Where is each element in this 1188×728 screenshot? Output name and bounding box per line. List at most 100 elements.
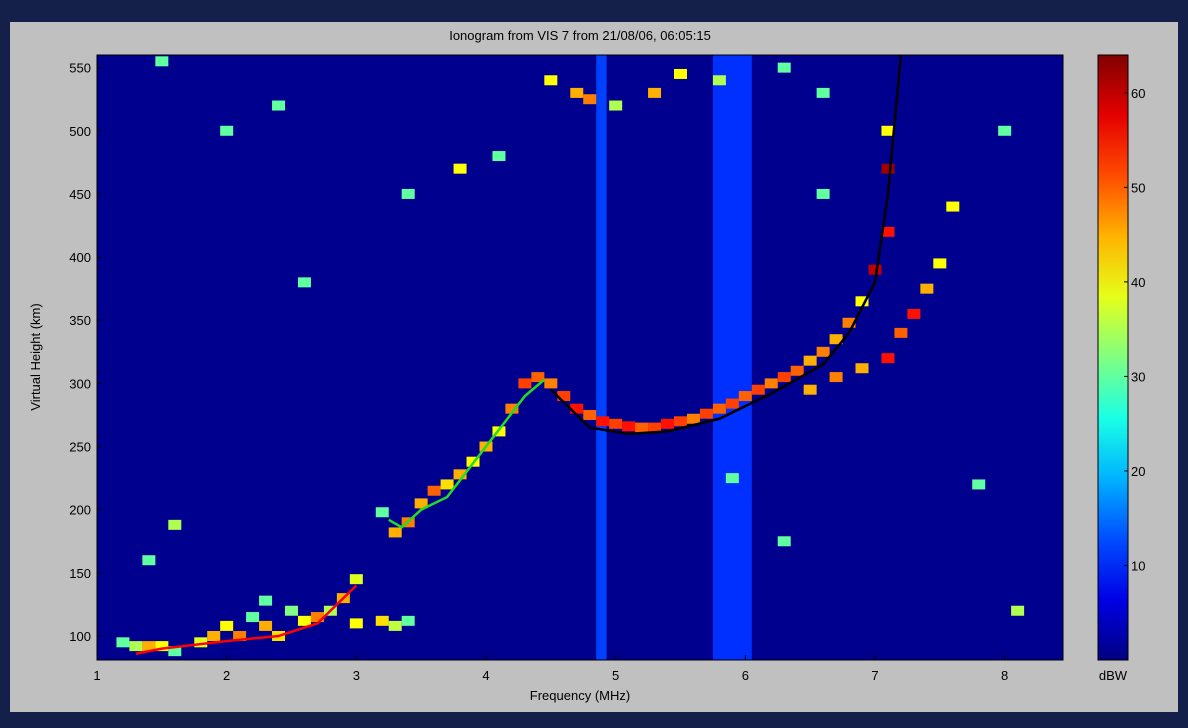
y-tick-label: 150 xyxy=(69,566,91,581)
echo-cell xyxy=(129,641,143,652)
echo-cell xyxy=(777,62,791,73)
colorbar-tick-label: 20 xyxy=(1131,464,1145,479)
x-tick-label: 4 xyxy=(482,668,489,683)
echo-cell xyxy=(881,353,895,364)
echo-cell xyxy=(712,75,726,86)
echo-cell xyxy=(583,94,597,105)
echo-cell xyxy=(816,188,830,199)
echo-cell xyxy=(401,188,415,199)
echo-cell xyxy=(622,421,636,432)
chart-title: Ionogram from VIS 7 from 21/08/06, 06:05… xyxy=(449,28,711,43)
echo-cell xyxy=(894,327,908,338)
echo-cell xyxy=(233,631,247,642)
echo-cell xyxy=(673,416,687,427)
colorbar xyxy=(1097,54,1129,661)
trace-line xyxy=(549,55,903,436)
echo-cell xyxy=(816,87,830,98)
y-tick-label: 300 xyxy=(69,376,91,391)
echo-cell xyxy=(881,226,895,237)
echo-cell xyxy=(920,283,934,294)
echo-cell xyxy=(777,536,791,547)
echo-cell xyxy=(388,527,402,538)
echo-cell xyxy=(972,479,986,490)
colorbar-tick-label: 10 xyxy=(1131,558,1145,573)
echo-cell xyxy=(453,469,467,480)
x-tick-label: 5 xyxy=(612,668,619,683)
echo-cell xyxy=(699,408,713,419)
echo-cell xyxy=(194,637,208,648)
echo-cell xyxy=(855,296,869,307)
echo-cell xyxy=(168,519,182,530)
echo-cell xyxy=(272,100,286,111)
echo-cell xyxy=(648,87,662,98)
y-tick-label: 400 xyxy=(69,250,91,265)
y-tick-label: 550 xyxy=(69,61,91,76)
echo-cell xyxy=(881,163,895,174)
echo-cell xyxy=(557,391,571,402)
colorbar-tick-label: 30 xyxy=(1131,369,1145,384)
x-tick-label: 7 xyxy=(871,668,878,683)
echo-cell xyxy=(842,317,856,328)
echo-cell xyxy=(375,507,389,518)
echo-cell xyxy=(648,422,662,433)
echo-cell xyxy=(596,416,610,427)
echo-cell xyxy=(284,605,298,616)
echo-cell xyxy=(609,418,623,429)
echo-cell xyxy=(790,365,804,376)
echo-cell xyxy=(310,612,324,623)
y-tick-label: 450 xyxy=(69,187,91,202)
colorbar-tick-label: 60 xyxy=(1131,86,1145,101)
echo-cell xyxy=(414,498,428,509)
echo-cell xyxy=(1011,605,1025,616)
echo-cell xyxy=(583,409,597,420)
echo-cell xyxy=(725,398,739,409)
echo-cell xyxy=(531,372,545,383)
interference-band xyxy=(596,55,607,660)
echo-cell xyxy=(881,125,895,136)
x-tick-label: 2 xyxy=(223,668,230,683)
x-tick-label: 8 xyxy=(1001,668,1008,683)
echo-cell xyxy=(816,346,830,357)
echo-cell xyxy=(829,372,843,383)
y-tick-label: 350 xyxy=(69,313,91,328)
x-tick-label: 6 xyxy=(742,668,749,683)
x-tick-label: 1 xyxy=(93,668,100,683)
echo-cell xyxy=(518,378,532,389)
y-tick-label: 200 xyxy=(69,503,91,518)
echo-cell xyxy=(440,479,454,490)
echo-cell xyxy=(686,413,700,424)
echo-cell xyxy=(933,258,947,269)
echo-cell xyxy=(544,378,558,389)
plot-frame xyxy=(96,54,1064,661)
echo-cell xyxy=(712,403,726,414)
echo-cell xyxy=(259,620,273,631)
y-tick-label: 250 xyxy=(69,440,91,455)
y-axis-label: Virtual Height (km) xyxy=(28,303,43,410)
echo-cell xyxy=(388,620,402,631)
echo-cell xyxy=(116,637,130,648)
echo-cell xyxy=(751,384,765,395)
echo-cell xyxy=(492,151,506,162)
echo-cell xyxy=(220,620,234,631)
y-tick-label: 500 xyxy=(69,124,91,139)
trace-line xyxy=(135,584,358,655)
echo-cell xyxy=(401,615,415,626)
echo-cell xyxy=(661,418,675,429)
echo-cell xyxy=(868,264,882,275)
echo-cell xyxy=(349,574,363,585)
echo-cell xyxy=(375,615,389,626)
echo-cell xyxy=(505,403,519,414)
echo-cell xyxy=(142,641,156,652)
echo-cell xyxy=(168,646,182,657)
echo-cell xyxy=(155,641,169,652)
echo-cell xyxy=(673,68,687,79)
echo-cell xyxy=(803,355,817,366)
trace-line xyxy=(388,378,546,529)
echo-cell xyxy=(764,378,778,389)
echo-cell xyxy=(427,485,441,496)
colorbar-tick-label: 40 xyxy=(1131,275,1145,290)
echo-cell xyxy=(725,473,739,484)
echo-cell xyxy=(907,308,921,319)
echo-cell xyxy=(297,615,311,626)
